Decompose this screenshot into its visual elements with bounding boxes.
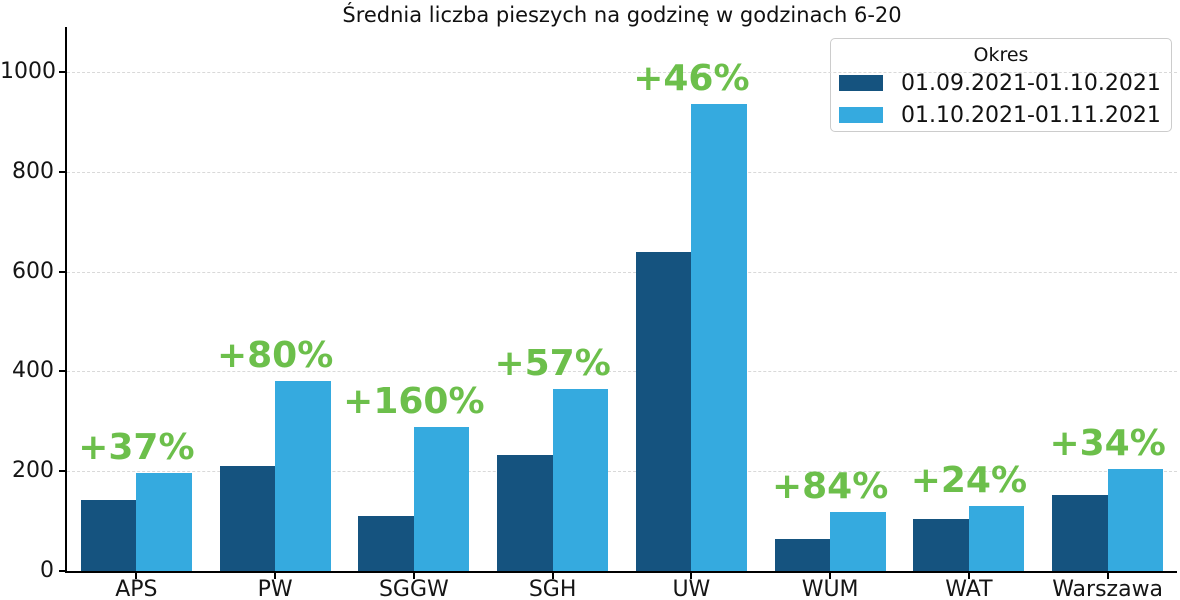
legend-title: Okres bbox=[973, 44, 1029, 66]
y-tick-label-400: 400 bbox=[12, 358, 54, 384]
y-tick-label-1000: 1000 bbox=[0, 58, 56, 84]
gridline-800 bbox=[67, 171, 1177, 173]
bar-SGH-series2 bbox=[552, 389, 609, 571]
y-tick-mark-800 bbox=[59, 170, 65, 173]
annotation-SGH: +57% bbox=[494, 343, 611, 385]
y-tick-mark-1000 bbox=[59, 70, 65, 73]
x-tick-label-UW: UW bbox=[672, 577, 711, 600]
legend-swatch-period1 bbox=[839, 75, 883, 91]
legend: Okres 01.09.2021-01.10.2021 01.10.2021-0… bbox=[830, 38, 1172, 132]
x-tick-mark-SGGW bbox=[412, 573, 415, 579]
x-tick-mark-Warszawa bbox=[1106, 573, 1109, 579]
bar-WAT-series2 bbox=[968, 506, 1025, 571]
bar-SGGW-series1 bbox=[358, 515, 414, 571]
bar-SGH-series1 bbox=[497, 455, 553, 571]
y-tick-label-800: 800 bbox=[12, 158, 54, 184]
annotation-WUM: +84% bbox=[771, 466, 889, 508]
y-tick-label-0: 0 bbox=[40, 558, 54, 583]
x-tick-label-WAT: WAT bbox=[945, 577, 993, 600]
x-tick-mark-UW bbox=[690, 573, 693, 579]
gridline-200 bbox=[67, 471, 1177, 473]
x-tick-label-SGGW: SGGW bbox=[378, 577, 449, 600]
bar-PW-series2 bbox=[275, 381, 331, 571]
legend-swatch-period2 bbox=[839, 107, 883, 123]
x-tick-label-Warszawa: Warszawa bbox=[1052, 577, 1164, 600]
annotation-PW: +80% bbox=[216, 335, 334, 377]
y-axis-spine bbox=[65, 27, 67, 573]
x-tick-label-WUM: WUM bbox=[801, 577, 859, 600]
annotation-APS: +37% bbox=[78, 427, 195, 469]
y-tick-mark-200 bbox=[59, 470, 65, 473]
gridline-1000 bbox=[67, 71, 1177, 73]
x-tick-mark-PW bbox=[274, 573, 277, 579]
bar-WUM-series2 bbox=[830, 512, 886, 571]
gridline-400 bbox=[67, 371, 1177, 373]
chart-title: Średnia liczba pieszych na godzinę w god… bbox=[342, 3, 902, 27]
bar-WUM-series1 bbox=[774, 539, 831, 571]
legend-item: 01.09.2021-01.10.2021 bbox=[831, 67, 1171, 99]
y-tick-mark-0 bbox=[59, 570, 65, 572]
bar-APS-series2 bbox=[136, 473, 192, 571]
y-tick-mark-400 bbox=[59, 370, 65, 373]
x-tick-label-PW: PW bbox=[257, 577, 293, 600]
annotation-SGGW: +160% bbox=[343, 380, 485, 422]
bar-Warszawa-series1 bbox=[1052, 494, 1108, 571]
gridline-600 bbox=[67, 271, 1177, 273]
bar-UW-series2 bbox=[691, 104, 747, 571]
y-tick-label-600: 600 bbox=[12, 258, 54, 284]
x-tick-mark-WAT bbox=[967, 573, 970, 579]
bar-SGGW-series2 bbox=[413, 426, 470, 571]
x-tick-label-APS: APS bbox=[115, 577, 158, 600]
y-tick-mark-600 bbox=[59, 270, 65, 273]
x-tick-mark-SGH bbox=[551, 573, 554, 579]
legend-label-period2: 01.10.2021-01.11.2021 bbox=[901, 102, 1161, 128]
bar-PW-series1 bbox=[219, 465, 276, 571]
x-tick-mark-APS bbox=[135, 573, 138, 579]
annotation-Warszawa: +34% bbox=[1049, 422, 1166, 464]
annotation-WAT: +24% bbox=[910, 460, 1028, 502]
bar-WAT-series1 bbox=[913, 518, 969, 571]
bar-Warszawa-series2 bbox=[1107, 468, 1164, 571]
x-tick-mark-WUM bbox=[829, 573, 832, 579]
legend-item: 01.10.2021-01.11.2021 bbox=[831, 99, 1171, 131]
y-tick-label-200: 200 bbox=[12, 458, 54, 484]
bar-UW-series1 bbox=[635, 251, 692, 571]
x-tick-label-SGH: SGH bbox=[528, 577, 577, 600]
x-axis-spine bbox=[65, 571, 1177, 573]
annotation-UW: +46% bbox=[633, 58, 750, 100]
legend-label-period1: 01.09.2021-01.10.2021 bbox=[901, 70, 1161, 96]
bar-APS-series1 bbox=[80, 499, 137, 571]
